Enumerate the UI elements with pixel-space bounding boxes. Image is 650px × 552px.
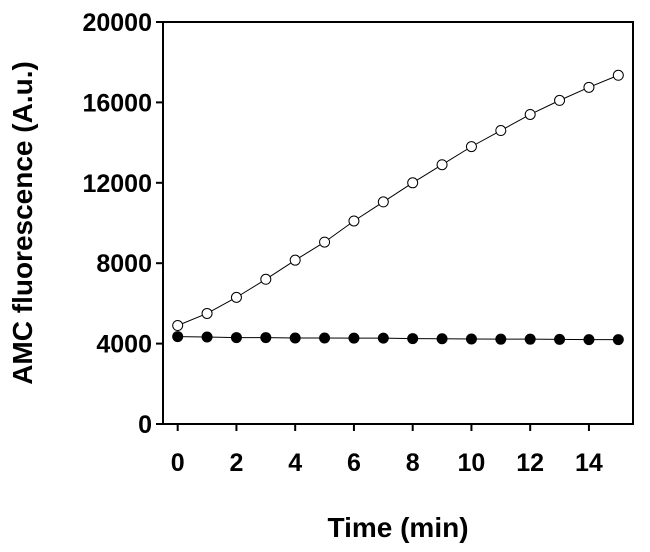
series-2-point (436, 333, 448, 345)
series-1-point (230, 291, 242, 303)
series-1-point (465, 141, 477, 153)
series-2-point (348, 332, 360, 344)
series-1-point (436, 159, 448, 171)
x-axis-ticks: 0 2 4 6 8 10 12 14 (171, 424, 603, 477)
series-2-point (583, 334, 595, 346)
y-axis-title: AMC fluorescence (A.u.) (7, 61, 38, 385)
y-tick-label: 16000 (82, 89, 152, 117)
x-tick-label: 12 (516, 449, 544, 477)
series-layer (172, 69, 624, 346)
series-1-point (319, 236, 331, 248)
x-tick-label: 14 (575, 449, 603, 477)
series-1-point (289, 254, 301, 266)
series-2-line (177, 336, 619, 341)
series-1-point (407, 177, 419, 189)
series-1-point (172, 320, 184, 332)
x-tick-label: 8 (406, 449, 420, 477)
series-1-line (177, 74, 619, 326)
x-axis-title: Time (min) (327, 512, 468, 543)
series-2-point (554, 333, 566, 345)
series-2-point (377, 332, 389, 344)
series-1-point (524, 108, 536, 120)
series-2-point (524, 333, 536, 345)
series-1-point (348, 215, 360, 227)
plot-area (162, 21, 634, 425)
series-2-point (407, 333, 419, 345)
series-2-point (495, 333, 507, 345)
series-2-point (289, 332, 301, 344)
y-axis-ticks: 0 4000 8000 12000 16000 20000 (82, 9, 163, 439)
y-tick-label: 8000 (96, 250, 152, 278)
series-2-point (172, 331, 184, 343)
series-2-point (201, 331, 213, 343)
series-1-point (554, 94, 566, 106)
series-1-point (495, 125, 507, 137)
y-tick-label: 0 (138, 411, 152, 439)
x-tick-label: 0 (171, 449, 185, 477)
series-1-point (201, 307, 213, 319)
y-tick-label: 20000 (82, 9, 152, 37)
y-tick-label: 4000 (96, 331, 152, 359)
x-tick-label: 10 (458, 449, 486, 477)
series-2-point (465, 333, 477, 345)
y-tick-label: 12000 (82, 170, 152, 198)
series-2-point (612, 334, 624, 346)
series-2-point (260, 332, 272, 344)
series-1-point (612, 69, 624, 81)
x-tick-label: 6 (347, 449, 361, 477)
series-2-point (230, 332, 242, 344)
x-tick-label: 4 (288, 449, 302, 477)
series-2-point (319, 332, 331, 344)
series-1-point (260, 273, 272, 285)
series-1-point (583, 81, 595, 93)
x-tick-label: 2 (229, 449, 243, 477)
series-1-point (377, 196, 389, 208)
